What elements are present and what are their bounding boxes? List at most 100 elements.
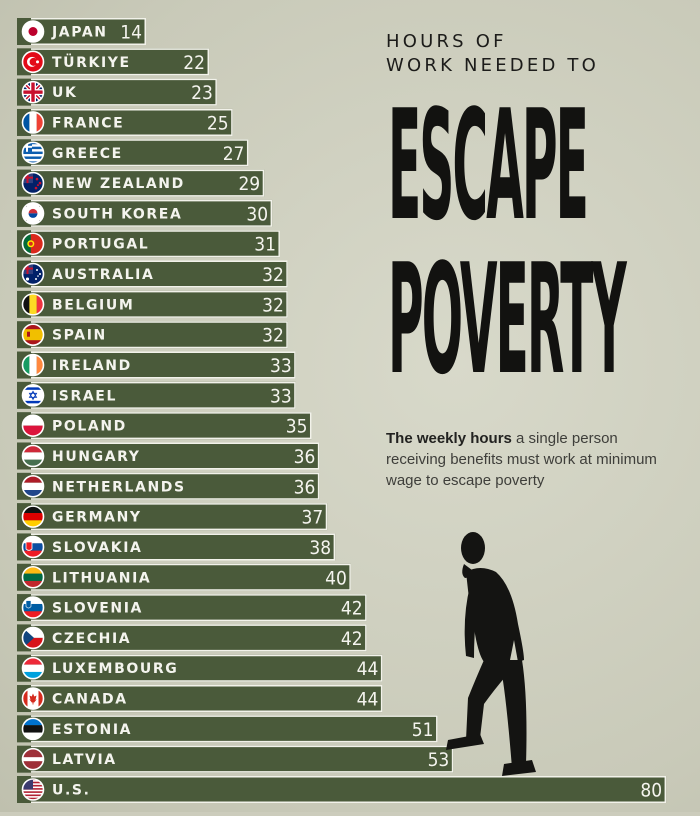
bar (17, 169, 265, 197)
value-label: 32 (262, 264, 284, 286)
bar (17, 199, 273, 227)
bar-outline (31, 715, 438, 743)
germany-flag-icon (21, 505, 45, 528)
bar (17, 412, 312, 440)
value-label: 40 (325, 567, 347, 589)
netherlands-flag-icon (21, 474, 45, 498)
bar-outline (31, 78, 217, 106)
bar-row-greece: GREECE 27 (17, 139, 249, 167)
value-label: 35 (286, 416, 308, 438)
bar-outline (31, 321, 288, 349)
bar (17, 230, 280, 258)
value-label: 36 (294, 446, 316, 468)
value-label: 36 (294, 476, 316, 498)
bar-outline (31, 745, 454, 773)
czechia-flag-icon (21, 626, 45, 650)
bar-outline (31, 351, 296, 379)
country-label: AUSTRALIA (52, 267, 154, 283)
bar-row-lithuania: LITHUANIA 40 (17, 563, 351, 591)
france-flag-icon (21, 111, 45, 134)
value-label: 44 (357, 689, 379, 711)
bar-row-new-zealand: NEW ZEALAND 29 (17, 169, 265, 197)
country-label: BELGIUM (52, 297, 134, 313)
bar-row-t-rkiye: TÜRKIYE 22 (17, 48, 210, 76)
greece-flag-icon (21, 141, 45, 165)
turkey-flag-icon (21, 50, 45, 74)
bar-outline (31, 563, 351, 591)
bar-outline (31, 685, 383, 713)
value-label: 33 (270, 385, 292, 407)
bar-outline (31, 533, 336, 561)
country-label: HUNGARY (52, 449, 140, 465)
bar-outline (31, 18, 146, 45)
bar-row-australia: AUSTRALIA 32 (17, 260, 288, 288)
subtitle-rest: a single person receiving benefits must … (386, 430, 657, 489)
country-label: LUXEMBOURG (52, 661, 178, 677)
bar-outline (31, 503, 328, 531)
bar-row-uk: UK 23 (17, 78, 217, 106)
country-label: PORTUGAL (52, 237, 149, 253)
country-label: JAPAN (51, 25, 108, 41)
bar-row-japan: JAPAN 14 (17, 18, 146, 45)
country-label: SLOVENIA (52, 601, 143, 617)
bar-row-u-s-: U.S. 80 (17, 776, 667, 803)
country-label: FRANCE (52, 115, 124, 131)
bar (17, 715, 438, 743)
bar-row-hungary: HUNGARY 36 (17, 442, 320, 470)
poland-flag-icon (21, 414, 45, 437)
israel-flag-icon (21, 384, 45, 407)
slovenia-flag-icon (21, 596, 45, 619)
country-label: LITHUANIA (52, 570, 151, 586)
bar (17, 685, 383, 713)
luxembourg-flag-icon (21, 656, 45, 680)
country-label: CANADA (52, 692, 128, 708)
value-label: 38 (309, 537, 331, 559)
bar-row-estonia: ESTONIA 51 (17, 715, 438, 743)
bar-outline (31, 108, 233, 136)
bar-outline (31, 776, 667, 803)
bar-outline (31, 442, 320, 470)
bar (17, 139, 249, 167)
bar-row-poland: POLAND 35 (17, 412, 312, 440)
title-poverty: POVERTY (388, 230, 627, 408)
value-label: 42 (341, 628, 363, 650)
bar-row-spain: SPAIN 32 (17, 321, 288, 349)
bar-outline (31, 594, 367, 622)
country-label: CZECHIA (52, 631, 131, 647)
climbing-person-silhouette (446, 532, 536, 776)
value-label: 22 (183, 52, 205, 74)
bar-row-luxembourg: LUXEMBOURG 44 (17, 654, 383, 682)
bar-outline (31, 230, 280, 258)
subtitle: The weekly hours a single person receivi… (386, 428, 676, 491)
country-label: NEW ZEALAND (52, 176, 185, 192)
bar (17, 108, 233, 136)
bar-row-israel: ISRAEL 33 (17, 381, 296, 409)
ireland-flag-icon (21, 353, 45, 377)
estonia-flag-icon (21, 717, 45, 741)
uk-flag-icon (21, 80, 45, 104)
bar-outline (31, 48, 210, 76)
bar (17, 776, 667, 803)
bar-outline (31, 139, 249, 167)
new-zealand-flag-icon (21, 171, 45, 195)
bar (17, 594, 367, 622)
bar-row-latvia: LATVIA 53 (17, 745, 454, 773)
bar (17, 503, 328, 531)
country-label: SLOVAKIA (52, 540, 142, 556)
canada-flag-icon (21, 687, 45, 710)
bar (17, 533, 336, 561)
spain-flag-icon (21, 323, 45, 347)
bar-outline (31, 654, 383, 682)
value-label: 53 (428, 749, 450, 771)
value-label: 33 (270, 355, 292, 377)
bar-outline (31, 381, 296, 409)
portugal-flag-icon (21, 232, 45, 256)
latvia-flag-icon (21, 747, 45, 771)
value-label: 44 (357, 658, 379, 680)
south-korea-flag-icon (21, 202, 45, 225)
bar-row-slovenia: SLOVENIA 42 (17, 594, 367, 622)
title-line-1: HOURS OF (386, 31, 507, 52)
country-label: SPAIN (52, 328, 107, 344)
bar-outline (31, 290, 288, 318)
